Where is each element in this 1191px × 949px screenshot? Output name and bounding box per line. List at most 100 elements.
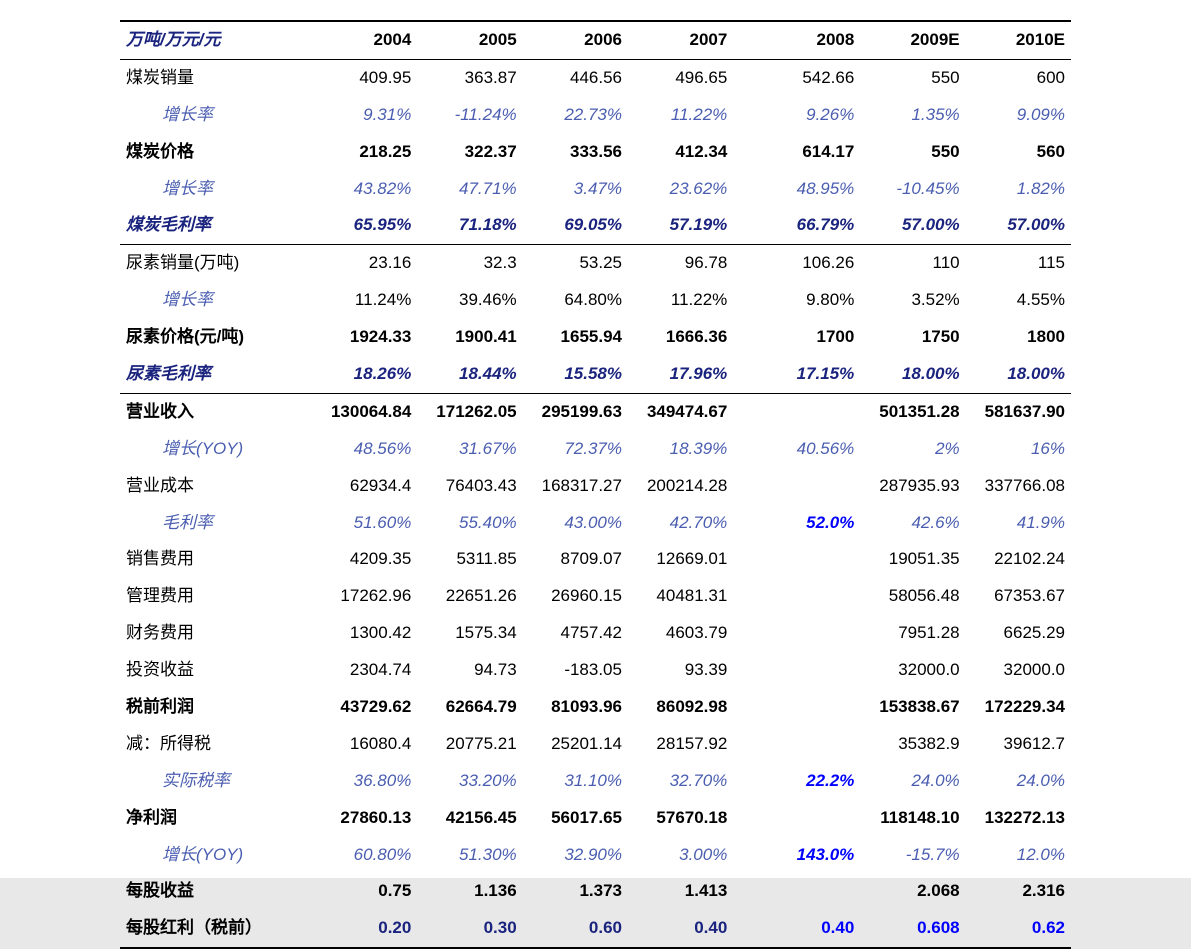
cell-value: 550 [860, 59, 965, 96]
row-label: 增长率 [120, 171, 312, 208]
row-label: 增长(YOY) [120, 837, 312, 874]
table-row: 财务费用1300.421575.344757.424603.797951.286… [120, 615, 1071, 652]
cell-value: 40.56% [733, 431, 860, 468]
cell-value: 57.00% [860, 207, 965, 244]
cell-value: 31.67% [417, 431, 522, 468]
cell-value: 0.60 [523, 910, 628, 948]
cell-value: 16% [966, 431, 1071, 468]
table-row: 增长率11.24%39.46%64.80%11.22%9.80%3.52%4.5… [120, 282, 1071, 319]
cell-value: 4.55% [966, 282, 1071, 319]
cell-value: 171262.05 [417, 393, 522, 430]
cell-value: 7951.28 [860, 615, 965, 652]
cell-value: 76403.43 [417, 468, 522, 505]
table-row: 煤炭毛利率65.95%71.18%69.05%57.19%66.79%57.00… [120, 207, 1071, 244]
cell-value: 1655.94 [523, 319, 628, 356]
cell-value: 1800 [966, 319, 1071, 356]
cell-value: 11.22% [628, 97, 733, 134]
cell-value: 51.30% [417, 837, 522, 874]
cell-value: 31.10% [523, 763, 628, 800]
cell-value: 22651.26 [417, 578, 522, 615]
cell-value: 9.09% [966, 97, 1071, 134]
cell-value: 42156.45 [417, 800, 522, 837]
table-row: 煤炭价格218.25322.37333.56412.34614.17550560 [120, 134, 1071, 171]
cell-value: 43.00% [523, 505, 628, 542]
cell-value: 69.05% [523, 207, 628, 244]
row-label: 营业成本 [120, 468, 312, 505]
row-label: 增长(YOY) [120, 431, 312, 468]
table-row: 营业收入130064.84171262.05295199.63349474.67… [120, 393, 1071, 430]
cell-value: 172229.34 [966, 689, 1071, 726]
cell-value: -10.45% [860, 171, 965, 208]
cell-value: 581637.90 [966, 393, 1071, 430]
cell-value: 48.56% [312, 431, 417, 468]
cell-value: 3.47% [523, 171, 628, 208]
cell-value: 93.39 [628, 652, 733, 689]
cell-value: 218.25 [312, 134, 417, 171]
row-label: 投资收益 [120, 652, 312, 689]
cell-value: 24.0% [966, 763, 1071, 800]
cell-value: 0.608 [860, 910, 965, 948]
cell-value: 3.52% [860, 282, 965, 319]
cell-value: 143.0% [733, 837, 860, 874]
row-label: 尿素毛利率 [120, 356, 312, 393]
cell-value: 25201.14 [523, 726, 628, 763]
cell-value: 1924.33 [312, 319, 417, 356]
cell-value: 19051.35 [860, 541, 965, 578]
year-header: 2009E [860, 21, 965, 59]
table-row: 尿素毛利率18.26%18.44%15.58%17.96%17.15%18.00… [120, 356, 1071, 393]
year-header: 2005 [417, 21, 522, 59]
cell-value: 542.66 [733, 59, 860, 96]
cell-value: 295199.63 [523, 393, 628, 430]
cell-value [733, 873, 860, 910]
row-label: 税前利润 [120, 689, 312, 726]
cell-value: 24.0% [860, 763, 965, 800]
cell-value: 96.78 [628, 245, 733, 282]
table-row: 销售费用4209.355311.858709.0712669.0119051.3… [120, 541, 1071, 578]
cell-value: 132272.13 [966, 800, 1071, 837]
cell-value: 94.73 [417, 652, 522, 689]
cell-value: 32.3 [417, 245, 522, 282]
table-row: 尿素销量(万吨)23.1632.353.2596.78106.26110115 [120, 245, 1071, 282]
cell-value: 72.37% [523, 431, 628, 468]
year-header: 2010E [966, 21, 1071, 59]
cell-value [733, 800, 860, 837]
table-row: 投资收益2304.7494.73-183.0593.3932000.032000… [120, 652, 1071, 689]
cell-value: 56017.65 [523, 800, 628, 837]
cell-value: 12.0% [966, 837, 1071, 874]
row-label: 煤炭价格 [120, 134, 312, 171]
cell-value: 496.65 [628, 59, 733, 96]
cell-value [733, 541, 860, 578]
cell-value: 1.413 [628, 873, 733, 910]
cell-value: 47.71% [417, 171, 522, 208]
cell-value: -183.05 [523, 652, 628, 689]
row-label: 尿素销量(万吨) [120, 245, 312, 282]
year-header: 2004 [312, 21, 417, 59]
cell-value: 39612.7 [966, 726, 1071, 763]
cell-value: 58056.48 [860, 578, 965, 615]
cell-value: 501351.28 [860, 393, 965, 430]
table-row: 每股收益0.751.1361.3731.4132.0682.316 [120, 873, 1071, 910]
table-row: 尿素价格(元/吨)1924.331900.411655.941666.36170… [120, 319, 1071, 356]
cell-value: 106.26 [733, 245, 860, 282]
table-row: 增长(YOY)48.56%31.67%72.37%18.39%40.56%2%1… [120, 431, 1071, 468]
cell-value: 9.26% [733, 97, 860, 134]
cell-value: 1.136 [417, 873, 522, 910]
cell-value: 560 [966, 134, 1071, 171]
cell-value: 71.18% [417, 207, 522, 244]
cell-value: 18.26% [312, 356, 417, 393]
cell-value: 18.00% [966, 356, 1071, 393]
unit-header: 万吨/万元/元 [120, 21, 312, 59]
row-label: 煤炭毛利率 [120, 207, 312, 244]
cell-value: 2304.74 [312, 652, 417, 689]
table-row: 管理费用17262.9622651.2626960.1540481.315805… [120, 578, 1071, 615]
cell-value [733, 578, 860, 615]
cell-value: 55.40% [417, 505, 522, 542]
cell-value: 409.95 [312, 59, 417, 96]
cell-value: 15.58% [523, 356, 628, 393]
cell-value: 322.37 [417, 134, 522, 171]
year-header: 2008 [733, 21, 860, 59]
row-label: 增长率 [120, 97, 312, 134]
row-label: 营业收入 [120, 393, 312, 430]
cell-value: 32000.0 [860, 652, 965, 689]
cell-value: 22.2% [733, 763, 860, 800]
